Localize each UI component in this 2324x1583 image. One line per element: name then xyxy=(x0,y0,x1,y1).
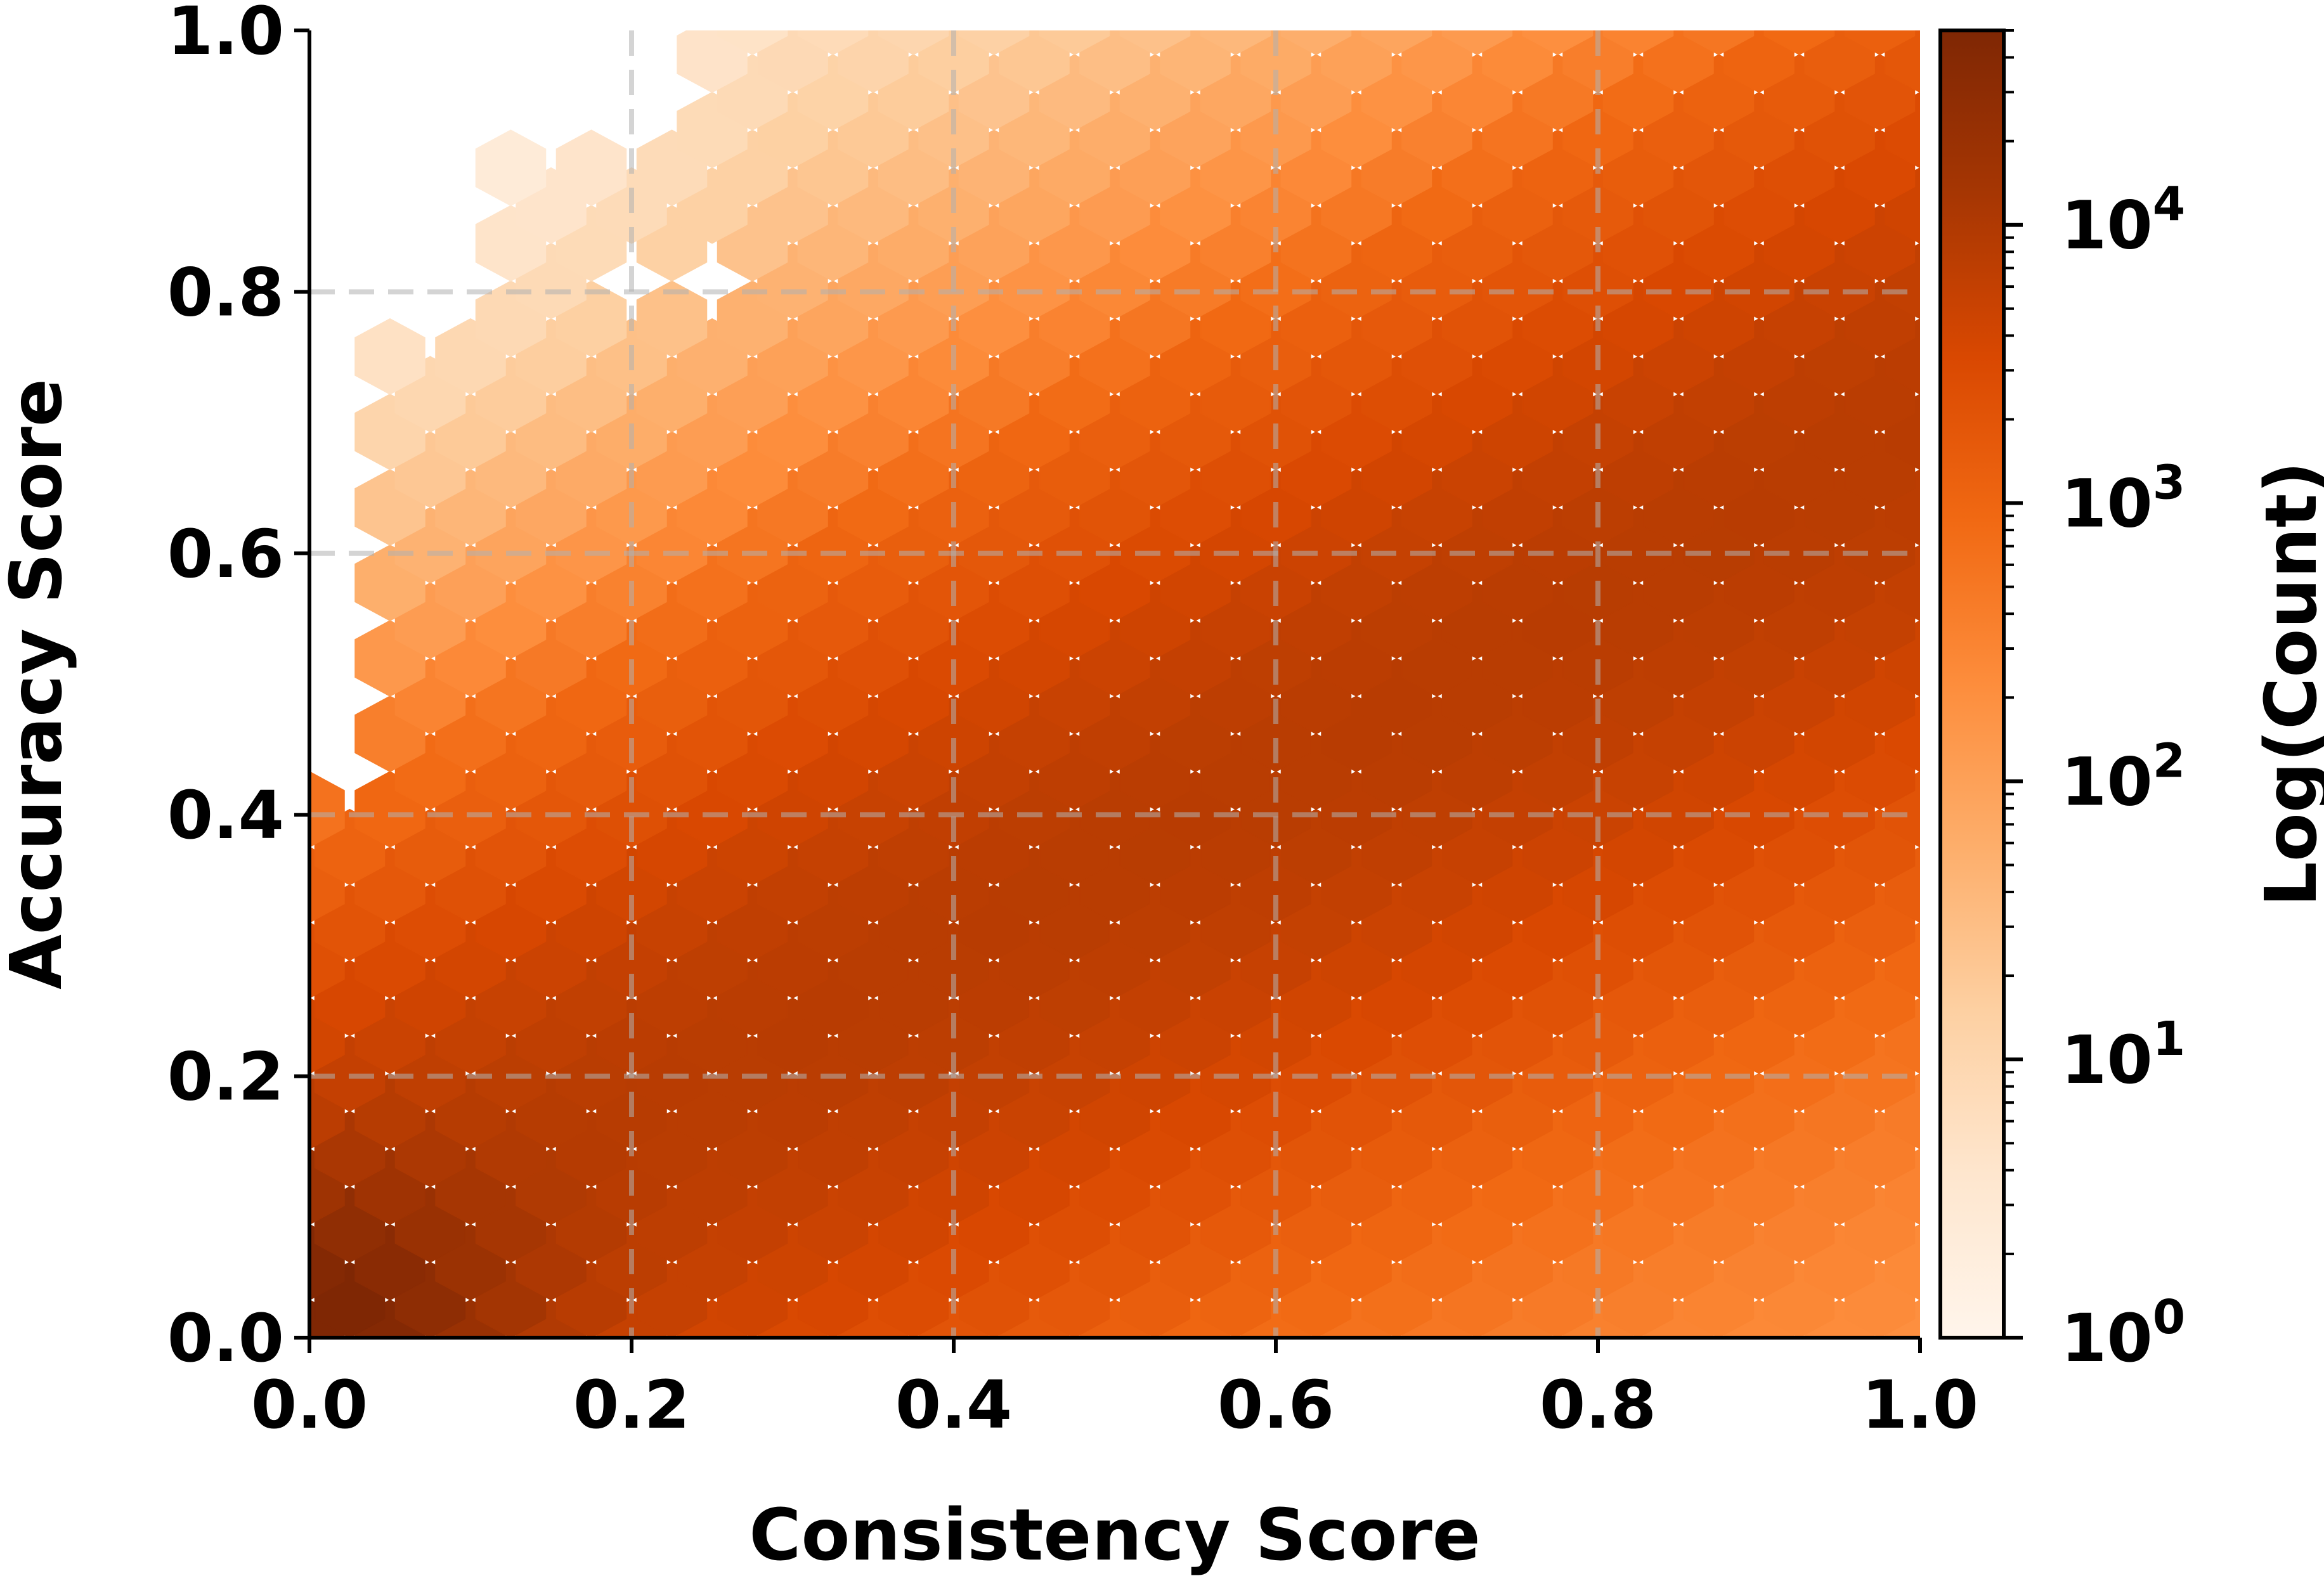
x-tick-label: 0.4 xyxy=(895,1366,1012,1444)
y-tick-label: 0.6 xyxy=(167,515,284,593)
hexbin-cell xyxy=(999,30,1070,93)
hexbin-cell xyxy=(757,30,828,93)
hexbin-cell xyxy=(1563,0,1633,17)
hexbin-cell xyxy=(1080,0,1150,17)
hexbin-cell xyxy=(1683,30,1755,56)
grid-lines xyxy=(309,30,1920,1338)
hexbin-cell xyxy=(758,0,828,17)
hexbin-cell xyxy=(194,1224,264,1300)
colorbar-fill xyxy=(1938,29,2006,1340)
colorbar-tick-label: 103 xyxy=(2061,456,2185,543)
x-tick-label: 0.6 xyxy=(1217,1366,1334,1444)
colorbar-tick-label: 102 xyxy=(2061,733,2185,820)
hexbin-cell xyxy=(194,922,264,998)
x-tick-label: 0.0 xyxy=(251,1366,368,1444)
hexbin-cell xyxy=(1039,30,1110,56)
hexbin-cell xyxy=(878,30,949,56)
hexbin-cell xyxy=(235,1111,304,1187)
colorbar: 100 101 102 103 104 Log(Count) xyxy=(1938,29,2324,1377)
hexbin-cell xyxy=(555,129,627,207)
y-tick-label: 0.2 xyxy=(167,1038,284,1116)
hexbin-cell xyxy=(1119,30,1191,56)
colorbar-tick-label: 104 xyxy=(2061,178,2185,264)
hexbin-cell xyxy=(797,30,869,56)
hexbin-cell xyxy=(1321,0,1391,17)
hexbin-cell xyxy=(1321,30,1392,93)
hexbin-cell xyxy=(1160,0,1230,17)
hexbin-cell xyxy=(677,30,748,93)
hexbin-cell xyxy=(1562,30,1633,93)
hexbin-cell xyxy=(1482,30,1553,93)
x-ticks: 0.0 0.2 0.4 0.6 0.8 1.0 xyxy=(251,1338,1978,1444)
hexbin-cell xyxy=(838,0,908,17)
hexbin-cells xyxy=(194,0,2035,1338)
hexbin-cell xyxy=(1280,30,1352,56)
hexbin-cell xyxy=(1483,0,1552,17)
x-tick-label: 0.2 xyxy=(573,1366,690,1444)
hexbin-cell xyxy=(1724,30,1795,93)
hexbin-cell xyxy=(309,771,345,848)
colorbar-tick-label: 100 xyxy=(2061,1290,2185,1377)
hexbin-cell xyxy=(1966,0,2035,17)
hexbin-cell xyxy=(1241,0,1311,17)
x-tick-label: 0.8 xyxy=(1540,1366,1656,1444)
colorbar-tick-label: 101 xyxy=(2061,1012,2185,1099)
y-ticks: 0.0 0.2 0.4 0.6 0.8 1.0 xyxy=(167,0,309,1377)
hexbin-cell xyxy=(1724,0,1794,17)
y-axis-label: Accuracy Score xyxy=(0,378,78,990)
hexbin-cell xyxy=(838,30,909,93)
hexbin-cell xyxy=(1361,30,1432,56)
hexbin-cell xyxy=(919,0,989,17)
hexbin-cell xyxy=(235,960,304,1036)
plot-axes xyxy=(308,30,1920,1340)
hexbin-cell xyxy=(1401,30,1472,93)
hexbin-cell xyxy=(1240,30,1311,93)
hexbin-cell xyxy=(194,1149,264,1224)
colorbar-label: Log(Count) xyxy=(2250,461,2324,907)
y-tick-label: 0.8 xyxy=(167,254,284,331)
hexbin-cell xyxy=(918,30,989,93)
hexbin-cell xyxy=(1644,0,1713,17)
x-tick-label: 1.0 xyxy=(1862,1366,1978,1444)
x-axis-label: Consistency Score xyxy=(749,1494,1480,1577)
hexbin-cell xyxy=(999,0,1069,17)
hexbin-cell xyxy=(194,847,264,922)
hexbin-cell xyxy=(1763,30,1835,56)
hexbin-cell xyxy=(1885,0,1955,17)
hexbin-cell xyxy=(1844,30,1916,56)
hexbin-cell xyxy=(235,1187,304,1262)
hexbin-cell xyxy=(1522,30,1594,56)
hexbin-cell xyxy=(1079,30,1150,93)
hexbin-cell xyxy=(1441,30,1513,56)
y-tick-label: 0.4 xyxy=(167,777,284,854)
hexbin-cell xyxy=(235,885,304,960)
y-tick-label: 1.0 xyxy=(167,0,284,70)
hexbin-cell xyxy=(1805,0,1874,17)
hexbin-cell xyxy=(717,30,788,56)
hexbin-cell xyxy=(958,30,1030,56)
hexbin-cell xyxy=(1602,30,1674,56)
hexbin-cell xyxy=(475,129,547,207)
hexbin-cell xyxy=(1643,30,1714,93)
hexbin-cell xyxy=(1160,30,1231,93)
hexbin-cell xyxy=(1200,30,1271,56)
hexbin-cell xyxy=(1804,30,1875,93)
hexbin-cell xyxy=(1402,0,1472,17)
y-tick-label: 0.0 xyxy=(167,1300,284,1377)
hexbin-cell xyxy=(677,0,747,17)
colorbar-ticks: 100 101 102 103 104 xyxy=(2004,29,2185,1377)
hexbin-cell xyxy=(354,318,425,395)
